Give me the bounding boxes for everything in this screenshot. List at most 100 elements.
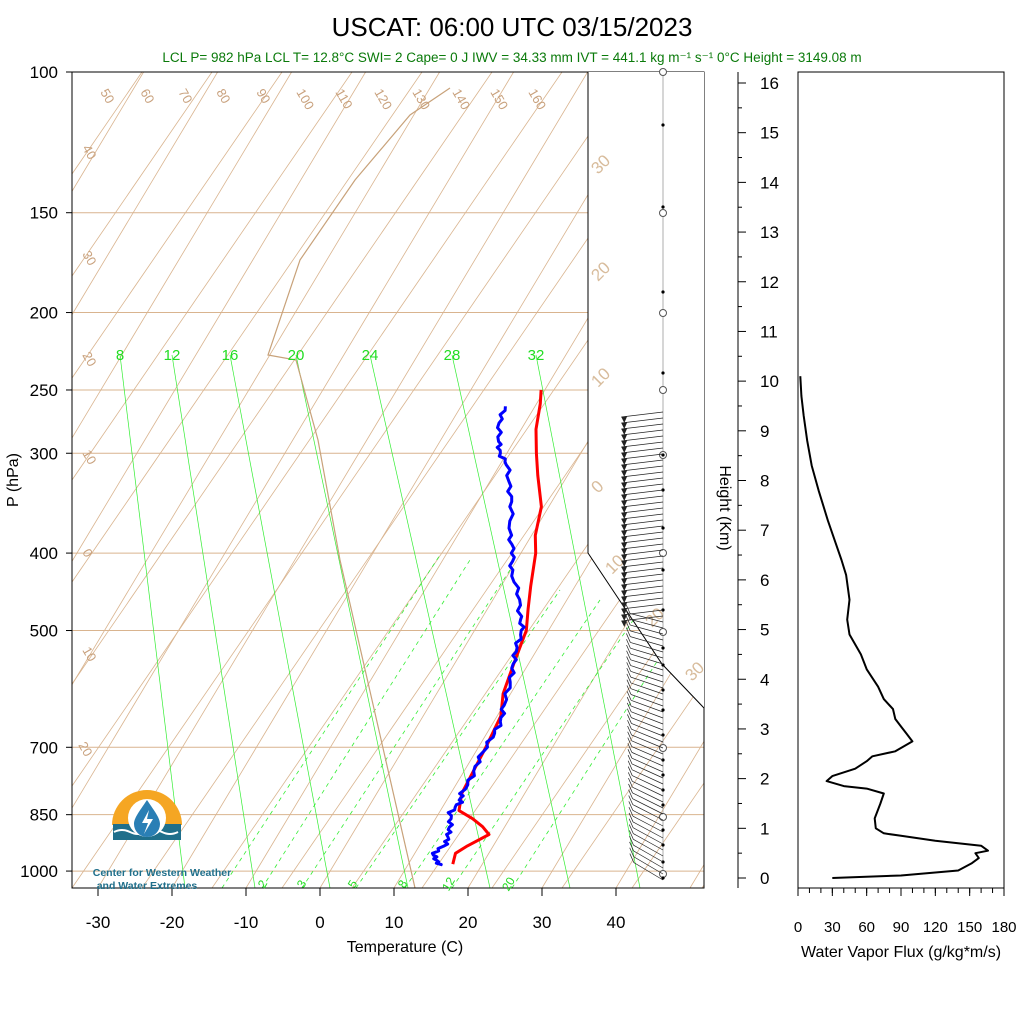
wind-barb-flag: [621, 620, 628, 628]
wind-barb-feather: [627, 714, 632, 724]
wind-barb: [633, 839, 664, 857]
isotherm-label: 20: [79, 349, 99, 369]
wind-barb: [621, 561, 664, 568]
flux-x-tick-label: 150: [957, 919, 982, 936]
sounding-stats: LCL P= 982 hPa LCL T= 12.8°C SWI= 2 Cape…: [162, 50, 861, 65]
wind-barb: [632, 775, 664, 791]
wind-barb-flag: [621, 446, 628, 454]
wind-barb: [632, 815, 664, 833]
height-tick-label: 16: [760, 74, 779, 93]
mixing-ratio-label: 16: [222, 347, 239, 364]
y-tick-label: 400: [30, 544, 58, 563]
height-tick-label: 10: [760, 372, 779, 391]
dry-adiabat-line: [912, 72, 1024, 888]
x-tick-label: -10: [234, 913, 259, 932]
moist-adiabat-line: [221, 554, 441, 888]
wind-barb: [632, 781, 664, 797]
wind-barb: [621, 477, 664, 484]
height-tick-label: 0: [760, 869, 769, 888]
wind-barb: [630, 630, 664, 641]
calm-wind-marker: [659, 386, 667, 394]
wind-barb: [632, 798, 664, 815]
wind-barb: [632, 821, 664, 839]
x-tick-label: 10: [385, 913, 404, 932]
wind-barb: [621, 411, 664, 418]
level-dot: [661, 290, 665, 294]
wind-barb-feather: [629, 835, 634, 846]
calm-wind-marker: [659, 68, 667, 76]
isotherm-label: 40: [79, 142, 99, 162]
height-tick-label: 2: [760, 770, 769, 789]
wind-barb-feather: [626, 691, 632, 701]
moist-adiabat-line: [404, 599, 601, 888]
y-tick-label: 150: [30, 204, 58, 223]
wind-barb-flag: [621, 434, 628, 442]
wind-barb-flag: [621, 518, 628, 526]
wind-barb-flag: [621, 416, 628, 424]
moist-adiabat-line: [355, 589, 561, 888]
dry-adiabat-line: [72, 72, 423, 583]
wind-barb-flag: [621, 560, 628, 568]
wind-barb-flag: [621, 488, 628, 496]
wind-barb: [632, 827, 664, 845]
level-dot: [661, 828, 665, 832]
x-tick-label: 0: [315, 913, 324, 932]
wind-barb: [630, 665, 664, 677]
wind-barb: [621, 597, 664, 604]
wind-barb: [631, 728, 664, 743]
calm-wind-marker: [659, 628, 667, 636]
calm-wind-marker: [659, 309, 667, 317]
y-tick-label: 1000: [20, 862, 58, 881]
isotherm-label: 0: [79, 546, 96, 560]
wind-barbs: [621, 68, 667, 881]
wind-barb-flag: [621, 530, 628, 538]
wind-barb-feather: [627, 708, 632, 718]
wind-barb-flag: [621, 566, 628, 574]
wind-barb: [621, 585, 664, 592]
wind-barb-flag: [621, 542, 628, 550]
wind-barb: [633, 856, 664, 875]
isotherm-line: [72, 72, 514, 809]
wind-barb-feather: [628, 795, 634, 805]
wind-barb: [630, 647, 664, 659]
wind-barb-feather: [625, 604, 631, 614]
wind-barb: [621, 609, 664, 616]
wind-barb: [621, 573, 664, 580]
isotherm-label: 60: [137, 86, 157, 106]
height-tick-label: 8: [760, 472, 769, 491]
wind-barb: [621, 531, 664, 538]
wind-barb: [631, 757, 664, 773]
isotherm-label: 90: [253, 86, 273, 106]
level-dot: [661, 843, 665, 847]
mixing-ratio-label: 8: [116, 347, 124, 364]
flux-series: [799, 376, 989, 879]
wind-barb-feather: [626, 673, 632, 684]
wind-barb-feather: [629, 847, 635, 857]
isotherm-label: 110: [332, 86, 355, 111]
y-tick-label: 850: [30, 806, 58, 825]
height-tick-label: 13: [760, 223, 779, 242]
wind-barb: [631, 746, 664, 761]
height-tick-label: 9: [760, 422, 769, 441]
y-tick-label: 300: [30, 444, 58, 463]
isotherm-label: 120: [371, 86, 395, 112]
wind-barb: [621, 501, 664, 508]
wind-barb: [631, 734, 664, 749]
wind-barb: [629, 613, 664, 623]
wind-barb: [630, 618, 664, 629]
wind-barb-feather: [627, 720, 632, 730]
mixing-ratio-line: [295, 354, 409, 888]
wind-barb-feather: [626, 696, 632, 707]
mixing-ratio-line: [119, 354, 186, 888]
wind-barb: [621, 495, 664, 502]
level-dot: [661, 876, 665, 880]
wind-barb-flag: [621, 512, 628, 520]
wind-barb-flag: [621, 470, 628, 478]
wind-barb: [621, 489, 664, 496]
isotherm-line: [467, 493, 704, 888]
wind-barb-feather: [627, 731, 632, 741]
wind-barb-feather: [628, 783, 633, 794]
isotherm-label: 80: [213, 86, 233, 106]
wind-barb-flag: [621, 482, 628, 490]
